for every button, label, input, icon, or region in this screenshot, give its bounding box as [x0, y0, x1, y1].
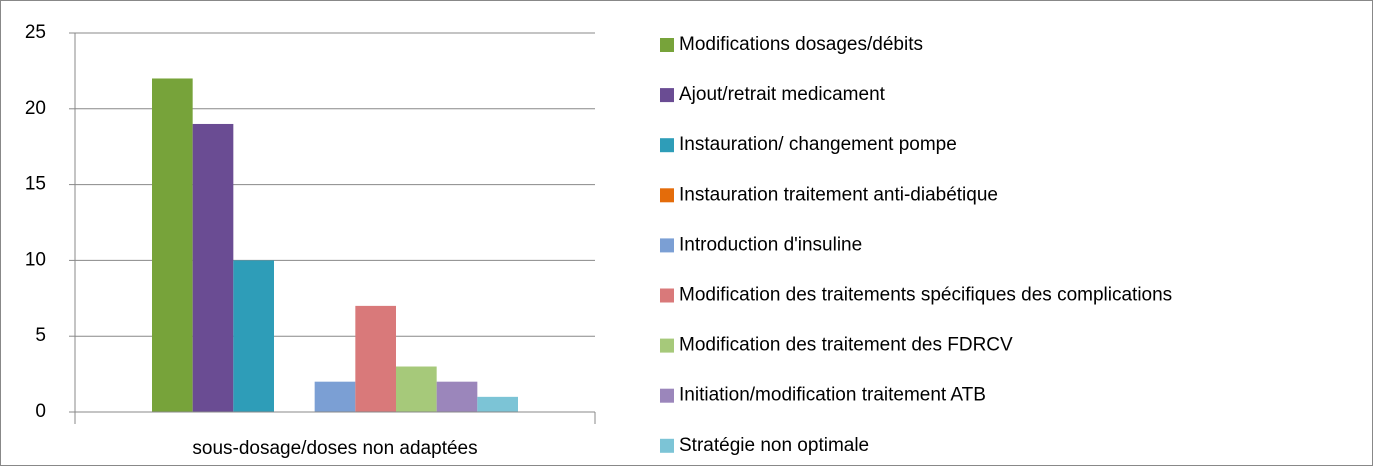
legend-swatch — [660, 138, 674, 153]
legend-label: Modification des traitements spécifiques… — [679, 285, 1172, 306]
legend-swatch — [660, 238, 674, 253]
bar — [396, 366, 437, 412]
bar — [436, 381, 478, 412]
bar — [314, 381, 356, 412]
y-tick-label: 15 — [25, 174, 46, 195]
legend-swatch — [660, 38, 674, 52]
bar — [152, 78, 193, 412]
legend-swatch — [660, 438, 674, 453]
legend-label: Stratégie non optimale — [679, 435, 869, 456]
legend-label: Instauration/ changement pompe — [679, 134, 957, 155]
bar — [192, 123, 234, 413]
y-tick-label: 25 — [25, 22, 46, 43]
y-tick-label: 20 — [25, 98, 46, 119]
legend-label: Ajout/retrait medicament — [679, 84, 886, 105]
legend-swatch — [660, 188, 674, 203]
legend-label: Modification des traitement des FDRCV — [679, 335, 1013, 356]
legend-label: Modifications dosages/débits — [679, 34, 923, 55]
bar — [233, 260, 274, 412]
legend-swatch — [660, 88, 674, 103]
legend-label: Introduction d'insuline — [679, 234, 862, 255]
y-tick-label: 10 — [25, 249, 46, 270]
legend-label: Instauration traitement anti-diabétique — [679, 184, 998, 205]
bar — [355, 305, 396, 412]
y-tick-label: 0 — [35, 401, 46, 422]
bar — [477, 396, 518, 412]
legend-label: Initiation/modification traitement ATB — [679, 385, 986, 406]
legend-swatch — [660, 338, 674, 353]
y-tick-label: 5 — [35, 325, 46, 346]
x-tick-label: sous-dosage/doses non adaptées — [192, 438, 477, 459]
legend-swatch — [660, 388, 674, 403]
legend-swatch — [660, 288, 674, 303]
